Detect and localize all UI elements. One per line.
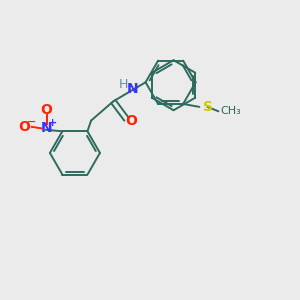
Text: H: H (119, 78, 128, 91)
Text: CH₃: CH₃ (220, 106, 241, 116)
Text: −: − (26, 117, 36, 127)
Text: N: N (127, 82, 138, 96)
Text: N: N (41, 121, 52, 135)
Text: O: O (125, 114, 137, 128)
Text: O: O (19, 120, 30, 134)
Text: O: O (40, 103, 52, 117)
Text: S: S (203, 100, 213, 114)
Text: +: + (48, 118, 57, 128)
